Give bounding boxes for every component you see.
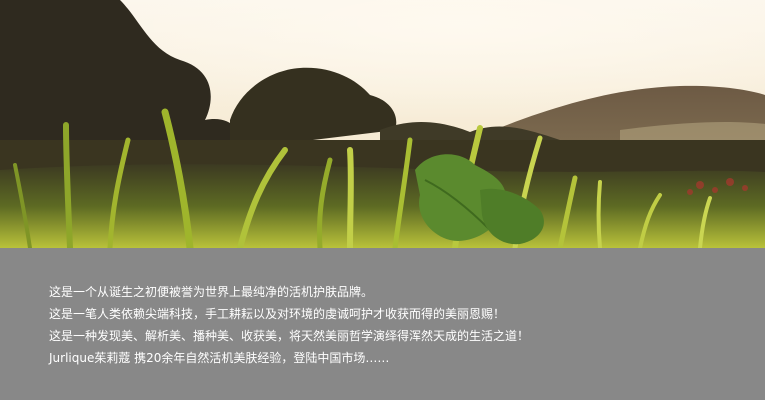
caption-text-block: 这是一个从诞生之初便被誉为世界上最纯净的活机护肤品牌。 这是一笔人类依赖尖端科技… xyxy=(49,281,749,369)
caption-line-2: 这是一笔人类依赖尖端科技，手工耕耘以及对环境的虔诚呵护才收获而得的美丽恩赐！ xyxy=(49,307,506,321)
meadow-grass-sunset-photo-icon xyxy=(0,0,765,248)
caption-line-3: 这是一种发现美、解析美、播种美、收获美，将天然美丽哲学演绎得浑然天成的生活之道！ xyxy=(49,329,530,343)
caption-panel: 这是一个从诞生之初便被誉为世界上最纯净的活机护肤品牌。 这是一笔人类依赖尖端科技… xyxy=(0,248,765,400)
hero-photo xyxy=(0,0,765,248)
caption-line-4: Jurlique茱莉蔻 携20余年自然活机美肤经验，登陆中国市场…… xyxy=(49,351,390,365)
caption-line-1: 这是一个从诞生之初便被誉为世界上最纯净的活机护肤品牌。 xyxy=(49,285,374,299)
